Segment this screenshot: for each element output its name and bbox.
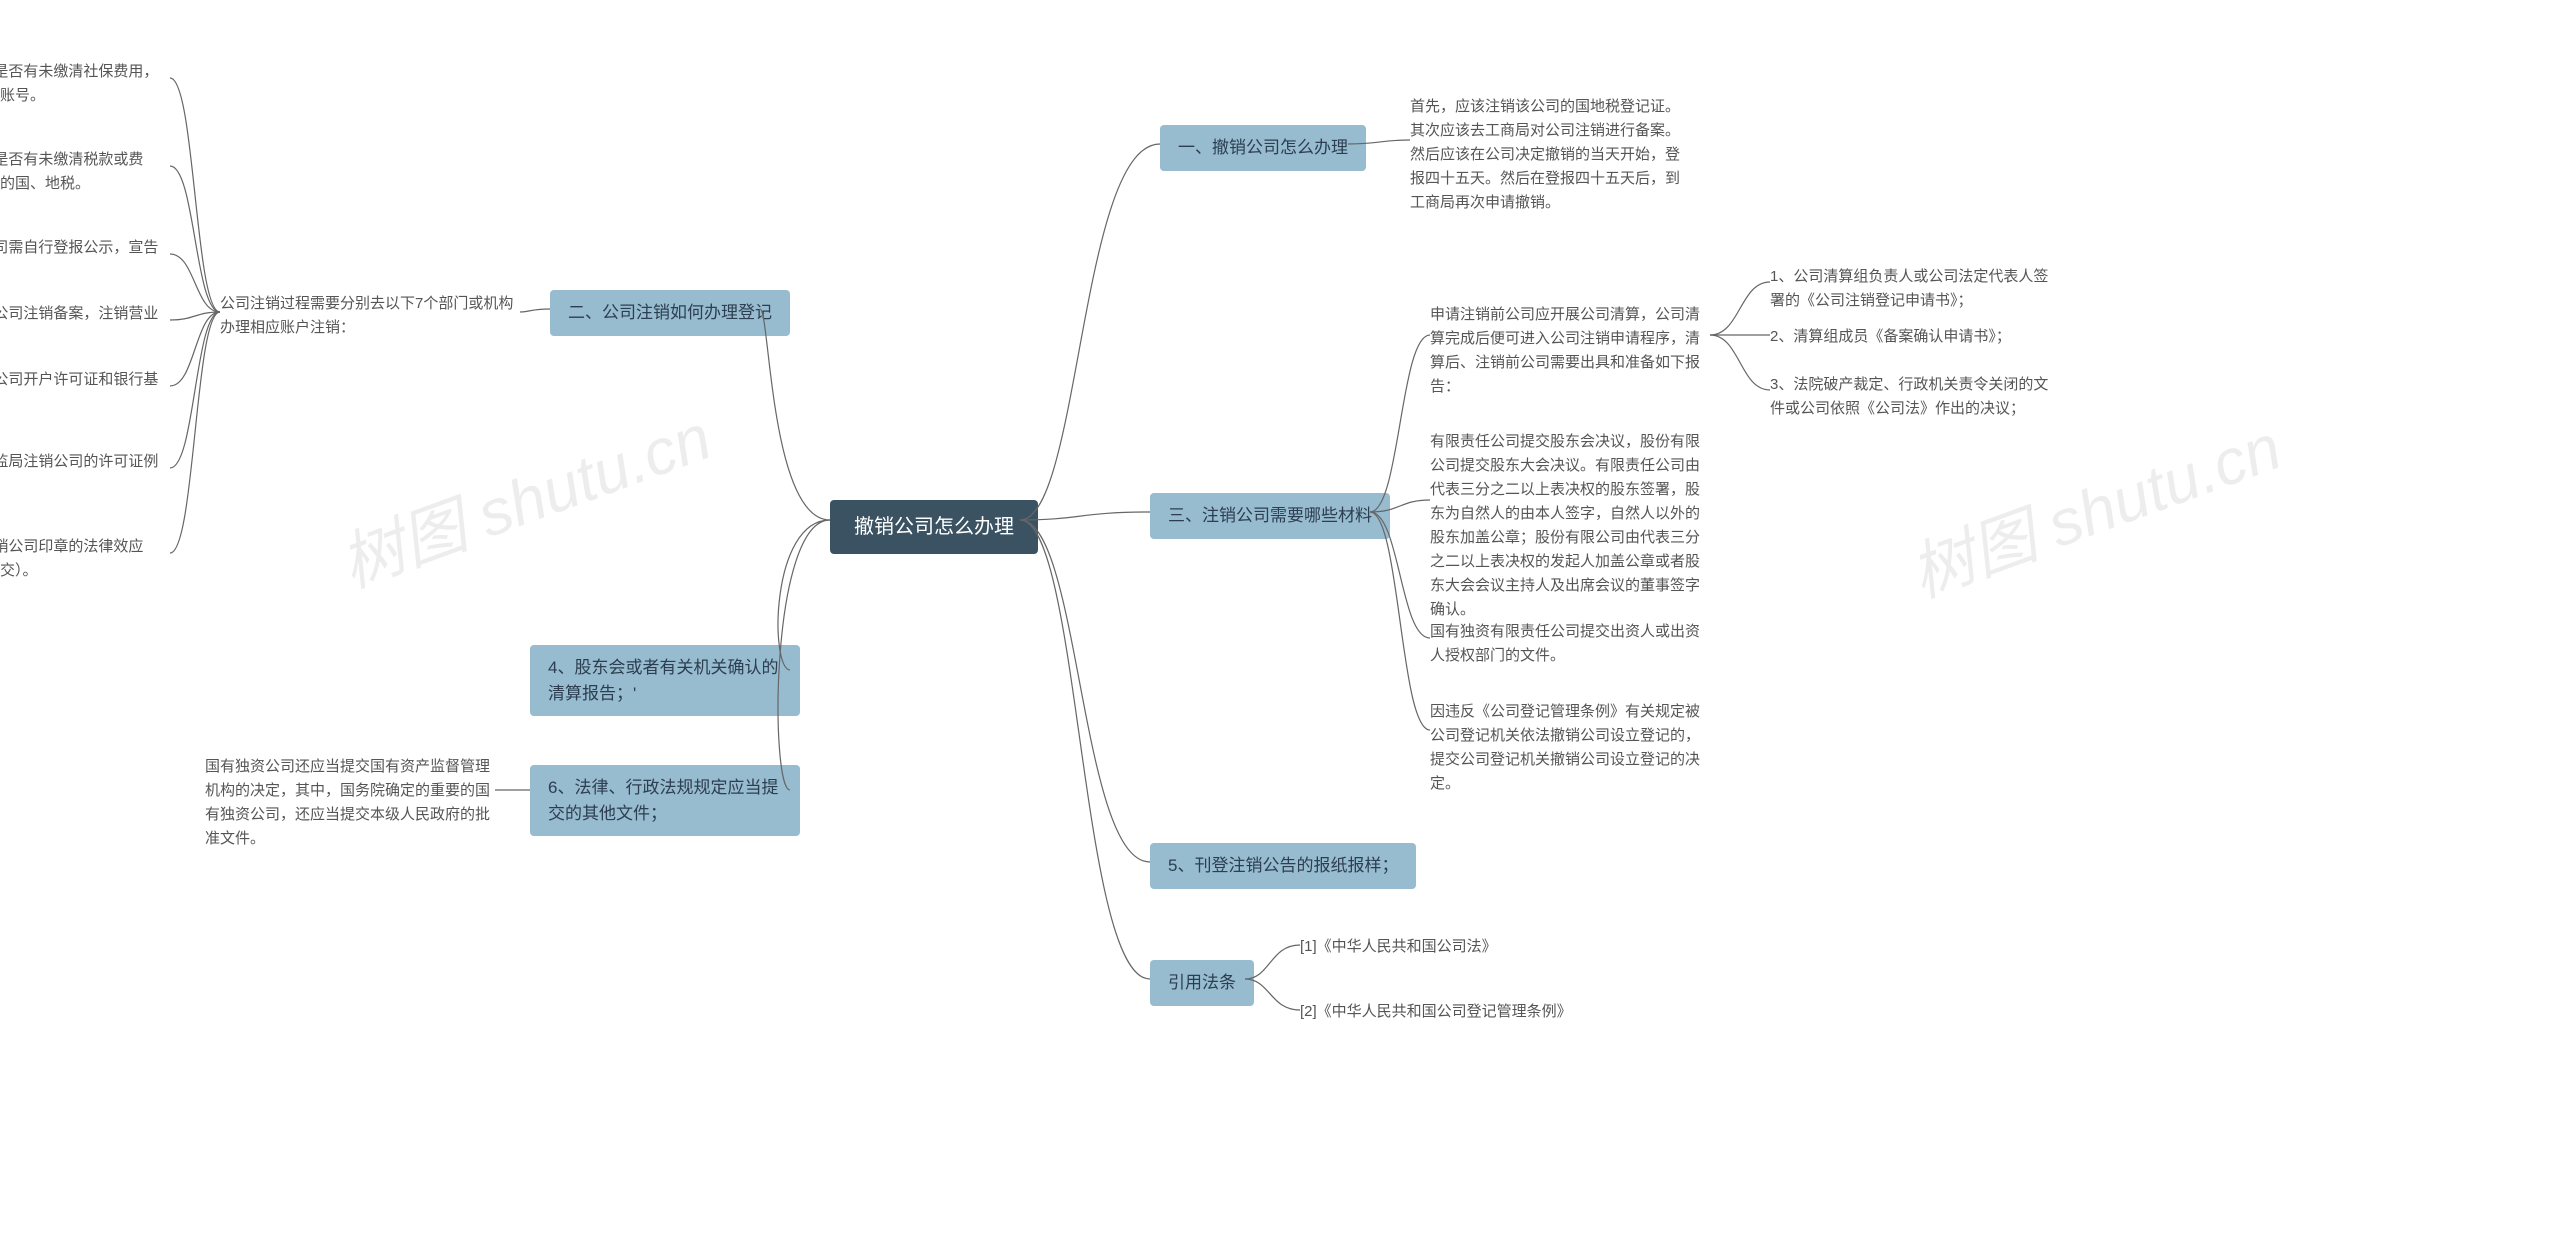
branch-r1[interactable]: 一、撤销公司怎么办理: [1160, 125, 1366, 171]
branch-r4[interactable]: 引用法条: [1150, 960, 1254, 1006]
leaf-r2c4: 因违反《公司登记管理条例》有关规定被公司登记机关依法撤销公司设立登记的，提交公司…: [1430, 700, 1710, 796]
root-node[interactable]: 撤销公司怎么办理: [830, 500, 1038, 554]
branch-r2[interactable]: 三、注销公司需要哪些材料: [1150, 493, 1390, 539]
leaf-l1s3: 3、报纸媒体：公司需自行登报公示，宣告公司即将注销。: [0, 236, 170, 284]
leaf-l3c1: 国有独资公司还应当提交国有资产监督管理机构的决定，其中，国务院确定的重要的国有独…: [205, 755, 495, 851]
leaf-r2c1s3: 3、法院破产裁定、行政机关责令关闭的文件或公司依照《公司法》作出的决议；: [1770, 373, 2050, 421]
leaf-l1s6: 6、质监局：到质监局注销公司的许可证例如生产许可证。: [0, 450, 170, 498]
leaf-r4c2: [2]《中华人民共和国公司登记管理条例》: [1300, 1000, 1572, 1024]
watermark: 树图 shutu.cn: [326, 386, 722, 605]
leaf-r2c2: 有限责任公司提交股东会决议，股份有限公司提交股东大会决议。有限责任公司由代表三分…: [1430, 430, 1710, 622]
leaf-l1s4: 4、工商局：办理公司注销备案，注销营业执照。: [0, 302, 170, 350]
leaf-l1s7: 7、公安机关：注销公司印章的法律效应（印章本身可不上交）。: [0, 535, 170, 583]
branch-l3[interactable]: 6、法律、行政法规规定应当提交的其他文件；: [530, 765, 800, 836]
leaf-l1s5: 5、开户行：注销公司开户许可证和银行基本户等其他账户。: [0, 368, 170, 416]
connectors: [0, 0, 2560, 1240]
leaf-r2c3: 国有独资有限责任公司提交出资人或出资人授权部门的文件。: [1430, 620, 1710, 668]
leaf-l1s2: 2、税务局：核查是否有未缴清税款或费用，然后注销公司的国、地税。: [0, 148, 170, 196]
leaf-r2c1: 申请注销前公司应开展公司清算，公司清算完成后便可进入公司注销申请程序，清算后、注…: [1430, 303, 1710, 399]
branch-l2[interactable]: 4、股东会或者有关机关确认的清算报告；': [530, 645, 800, 716]
leaf-r2c1s2: 2、清算组成员《备案确认申请书》；: [1770, 325, 2011, 349]
watermark: 树图 shutu.cn: [1896, 396, 2292, 615]
leaf-l1c1: 公司注销过程需要分别去以下7个部门或机构办理相应账户注销：: [220, 292, 520, 340]
leaf-r1c1: 首先，应该注销该公司的国地税登记证。其次应该去工商局对公司注销进行备案。然后应该…: [1410, 95, 1690, 215]
branch-l1[interactable]: 二、公司注销如何办理登记: [550, 290, 790, 336]
leaf-r4c1: [1]《中华人民共和国公司法》: [1300, 935, 1497, 959]
branch-r3[interactable]: 5、刊登注销公告的报纸报样；: [1150, 843, 1416, 889]
leaf-l1s1: 1、社保局：核查是否有未缴清社保费用，然后注销公司社保账号。: [0, 60, 170, 108]
leaf-r2c1s1: 1、公司清算组负责人或公司法定代表人签署的《公司注销登记申请书》；: [1770, 265, 2050, 313]
